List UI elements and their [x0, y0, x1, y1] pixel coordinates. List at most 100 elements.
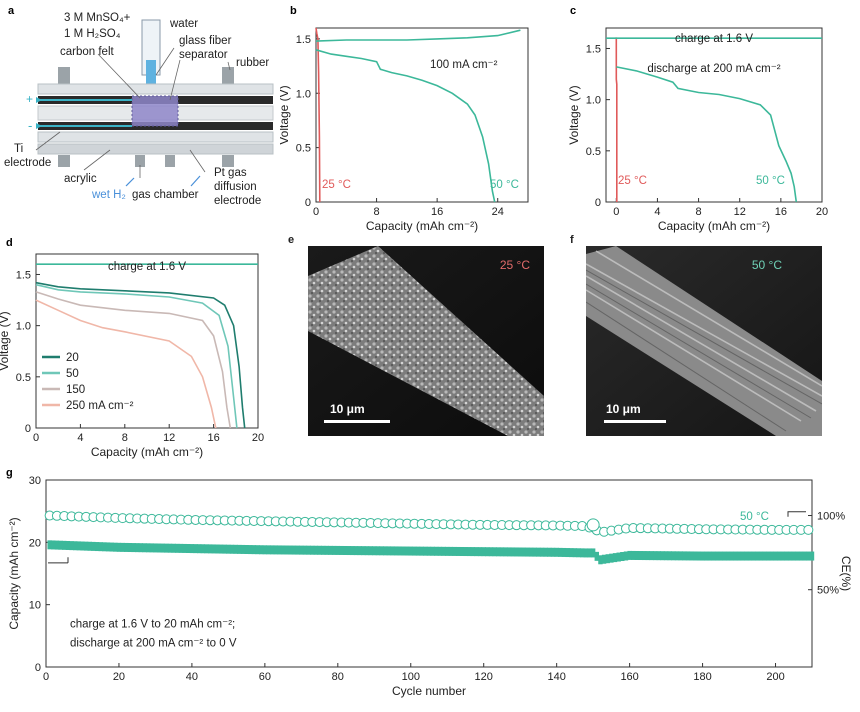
capacity-point: [149, 543, 154, 553]
capacity-point: [612, 553, 618, 563]
rubber-label: rubber: [236, 57, 269, 69]
series-line: [616, 66, 798, 203]
capacity-point: [51, 540, 56, 550]
pt-label-1: Pt gas: [214, 167, 247, 179]
capacity-point: [248, 545, 253, 555]
x-tick-label: 100: [402, 671, 420, 683]
ce-point: [586, 518, 600, 532]
y-tick-label: 0: [35, 662, 41, 674]
plus-sign: +: [26, 92, 33, 106]
y-tick-label: 0: [25, 423, 31, 435]
legend-label: 20: [66, 352, 79, 364]
capacity-point: [386, 546, 392, 556]
capacity-point: [426, 546, 432, 556]
capacity-point: [580, 548, 585, 558]
capacity-point: [76, 541, 82, 551]
x-tick-label: 60: [259, 671, 271, 683]
capacity-point: [550, 547, 556, 557]
capacity-point: [470, 547, 475, 557]
y-tick-label: 1.0: [586, 95, 601, 107]
capacity-point: [321, 545, 326, 555]
series-line: [315, 49, 496, 203]
charge-annotation: charge at 1.6 V: [675, 33, 753, 45]
capacity-point: [218, 544, 224, 554]
capacity-point: [171, 543, 176, 553]
capacity-point: [510, 547, 516, 557]
capacity-point: [696, 551, 702, 561]
capacity-point: [54, 540, 60, 550]
capacity-point: [393, 546, 399, 556]
capacity-point: [204, 544, 209, 554]
panel-d-letter: d: [6, 237, 13, 249]
capacity-point: [127, 543, 133, 553]
wet-h2-arrow-icon: [125, 177, 135, 187]
cell-schematic: a 3 M MnSO₄+ 1 M H₂SO₄ water carbon felt…: [4, 5, 274, 207]
capacity-point: [390, 546, 395, 556]
panel-b-letter: b: [290, 5, 297, 17]
x-tick-label: 4: [654, 206, 660, 218]
water-label: water: [169, 18, 198, 30]
capacity-point: [277, 545, 282, 555]
capacity-point: [663, 551, 669, 561]
condition-annotation-2: discharge at 200 mA cm⁻² to 0 V: [70, 637, 237, 649]
capacity-point: [521, 547, 527, 557]
x-tick-label: 12: [163, 432, 175, 444]
capacity-point: [350, 546, 355, 556]
panel-e-letter: e: [288, 234, 295, 246]
capacity-point: [459, 546, 465, 556]
capacity-point: [357, 546, 362, 556]
capacity-point: [769, 551, 775, 561]
capacity-point: [222, 544, 227, 554]
sem-fiber-rough: [308, 246, 544, 436]
gas-chamber-label: gas chamber: [132, 189, 199, 201]
panel-d: d 0 4 8 12 16 20 0 0.5 1.0 1.5 Capacity (mAh cm⁻²)…: [0, 232, 290, 462]
capacity-point: [72, 541, 78, 551]
capacity-point: [773, 551, 778, 561]
capacity-point: [58, 540, 63, 550]
plot-frame: [45, 479, 813, 668]
x-tick-label: 24: [492, 206, 504, 218]
series-line: [35, 291, 232, 429]
capacity-point: [802, 551, 807, 561]
capacity-point: [182, 543, 187, 553]
capacity-point: [445, 546, 450, 556]
capacity-point: [116, 542, 122, 552]
panel-g: g 0 20 40 60 80 100 120 140 160 180 200 0 10 20 30 Cycl…: [0, 462, 860, 707]
y-tick-label: 1.5: [16, 269, 31, 281]
capacity-point: [517, 547, 523, 557]
capacity-point: [237, 544, 242, 554]
capacity-point: [543, 547, 548, 557]
capacity-point: [620, 552, 625, 562]
panel-c-letter: c: [570, 5, 576, 17]
capacity-point: [240, 544, 246, 554]
capacity-point: [725, 551, 731, 561]
plot-frame: [605, 27, 823, 203]
capacity-point: [729, 551, 734, 561]
capacity-point: [503, 547, 508, 557]
acrylic-plate: [37, 131, 274, 143]
capacity-point: [572, 548, 578, 558]
y-axis-label: Voltage (V): [568, 85, 581, 144]
sem-fiber-smooth: [586, 246, 822, 436]
capacity-point: [291, 545, 297, 555]
capacity-point: [251, 545, 257, 555]
capacity-point: [507, 547, 512, 557]
capacity-point: [83, 541, 89, 551]
capacity-point: [791, 551, 796, 561]
capacity-point: [565, 548, 570, 558]
capacity-point: [554, 547, 559, 557]
capacity-point: [547, 547, 552, 557]
acrylic-plate: [37, 83, 274, 95]
capacity-point: [80, 541, 85, 551]
scale-bar: [604, 420, 666, 423]
capacity-point: [780, 551, 786, 561]
acrylic-label: acrylic: [64, 173, 97, 185]
capacity-point: [714, 551, 720, 561]
capacity-point: [736, 551, 742, 561]
capacity-point: [47, 540, 52, 550]
capacity-point: [284, 545, 289, 555]
capacity-point: [244, 545, 249, 555]
rubber-block: [58, 67, 70, 85]
x-tick-label: 16: [775, 206, 787, 218]
y-tick-label: 0: [305, 197, 311, 209]
